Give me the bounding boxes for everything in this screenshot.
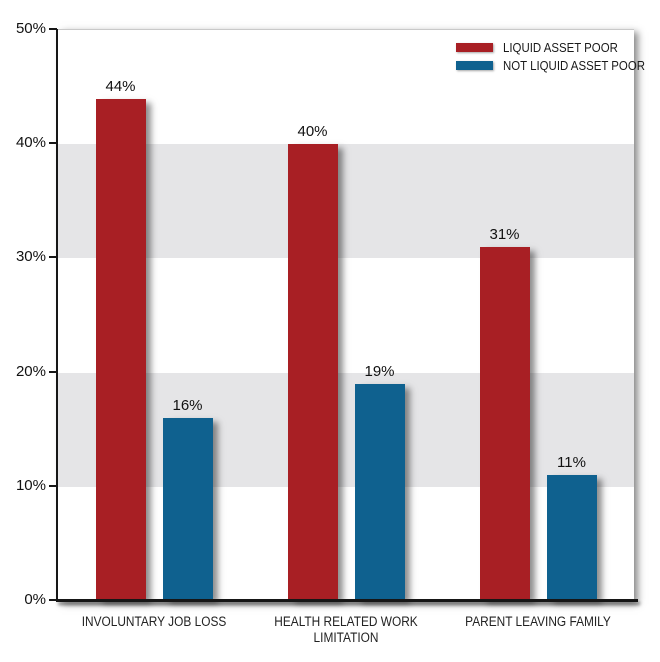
bar-liquid-asset-poor bbox=[287, 144, 338, 601]
gridline-band-10-20 bbox=[58, 372, 634, 487]
bar-value-label: 19% bbox=[364, 363, 395, 381]
legend-swatch-liquid-asset-poor bbox=[456, 43, 493, 52]
y-axis-tick-20% bbox=[49, 370, 57, 373]
y-axis-tick-10% bbox=[49, 484, 57, 487]
x-axis-category-label-3: PARENT LEAVING FAMILY bbox=[465, 614, 611, 629]
y-axis-tick-0% bbox=[49, 599, 57, 601]
bar-value-label: 16% bbox=[172, 397, 203, 415]
bar-wrap: 11% bbox=[546, 454, 597, 601]
gridline-band-30-40 bbox=[58, 144, 634, 259]
bar-wrap: 31% bbox=[479, 226, 530, 601]
bar-liquid-asset-poor bbox=[479, 246, 530, 601]
legend-label-liquid-asset-poor: LIQUID ASSET POOR bbox=[503, 40, 618, 55]
y-axis-tick-50% bbox=[49, 28, 57, 30]
plot-area: LIQUID ASSET POOR NOT LIQUID ASSET POOR … bbox=[58, 29, 645, 601]
bar-value-label: 11% bbox=[557, 454, 586, 472]
y-axis-tick-40% bbox=[49, 142, 57, 145]
legend-label-not-liquid-asset-poor: NOT LIQUID ASSET POOR bbox=[503, 58, 645, 73]
y-axis-label-10%: 10% bbox=[15, 476, 46, 494]
bar-not-liquid-asset-poor bbox=[162, 418, 213, 601]
bar-group-1: 44% 16% bbox=[58, 30, 250, 601]
bar-liquid-asset-poor bbox=[95, 98, 146, 601]
bar-value-label: 40% bbox=[297, 123, 328, 141]
x-axis-category-label-1: INVOLUNTARY JOB LOSS bbox=[81, 614, 227, 629]
legend-item-liquid-asset-poor: LIQUID ASSET POOR bbox=[456, 40, 660, 55]
y-axis-label-50%: 50% bbox=[15, 20, 46, 37]
bar-group-3: 31% 11% bbox=[442, 30, 634, 601]
legend-swatch-not-liquid-asset-poor bbox=[456, 61, 493, 70]
bar-group-2: 40% 19% bbox=[250, 30, 442, 601]
x-axis-category-label-2: HEALTH RELATED WORK LIMITATION bbox=[274, 614, 418, 645]
y-axis-label-20%: 20% bbox=[15, 362, 46, 380]
y-axis-label-30%: 30% bbox=[15, 248, 46, 266]
bar-not-liquid-asset-poor bbox=[546, 475, 597, 601]
y-axis-line bbox=[56, 29, 58, 602]
y-axis-label-40%: 40% bbox=[15, 134, 46, 152]
bar-wrap: 16% bbox=[162, 397, 213, 601]
bar-wrap: 44% bbox=[95, 78, 146, 601]
bar-wrap: 40% bbox=[287, 123, 338, 601]
legend-item-not-liquid-asset-poor: NOT LIQUID ASSET POOR bbox=[456, 58, 660, 73]
bar-value-label: 31% bbox=[489, 225, 520, 243]
bar-not-liquid-asset-poor bbox=[354, 384, 405, 601]
y-axis-label-0%: 0% bbox=[24, 591, 46, 608]
bar-wrap: 19% bbox=[354, 363, 405, 601]
bar-value-label: 44% bbox=[105, 77, 136, 95]
y-axis-tick-30% bbox=[49, 256, 57, 259]
x-axis-line bbox=[56, 599, 638, 602]
legend: LIQUID ASSET POOR NOT LIQUID ASSET POOR bbox=[456, 40, 660, 73]
